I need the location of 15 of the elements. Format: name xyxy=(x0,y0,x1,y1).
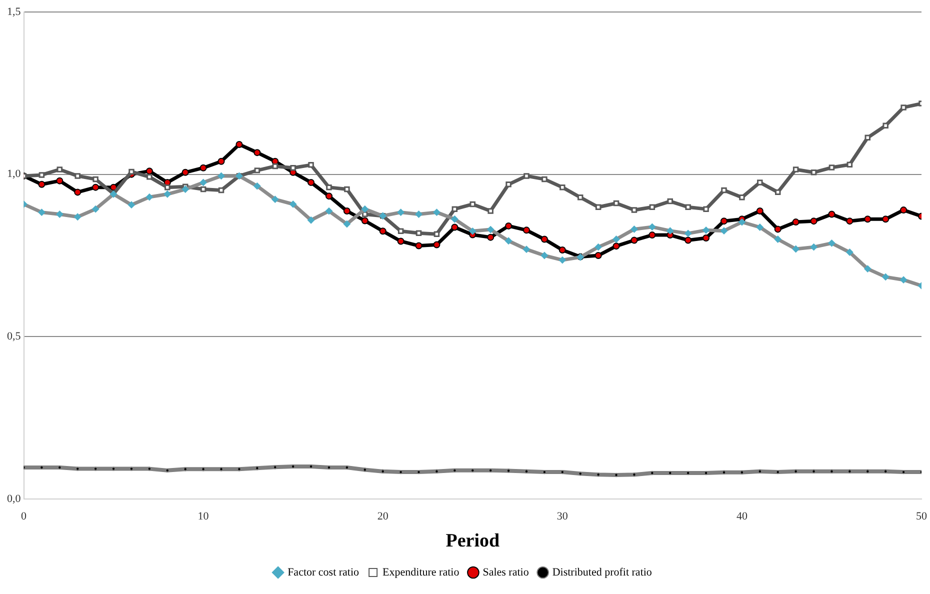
x-tick-label: 20 xyxy=(377,510,389,522)
x-tick-label: 0 xyxy=(21,510,27,522)
x-tick-label: 40 xyxy=(736,510,748,522)
legend-label: Distributed profit ratio xyxy=(552,566,652,578)
y-tick-label: 1,5 xyxy=(7,6,22,18)
x-tick-label: 50 xyxy=(916,510,928,522)
x-tick-label: 10 xyxy=(198,510,210,522)
y-tick-label: 0,5 xyxy=(7,330,22,343)
x-tick-label: 30 xyxy=(556,510,568,522)
y-tick-label: 1,0 xyxy=(7,168,22,180)
legend-label: Sales ratio xyxy=(482,566,530,578)
x-axis-title: Period xyxy=(446,530,500,552)
legend-label: Factor cost ratio xyxy=(288,566,360,578)
y-tick-label: 0,0 xyxy=(7,492,22,505)
legend-label: Expenditure ratio xyxy=(382,566,460,578)
